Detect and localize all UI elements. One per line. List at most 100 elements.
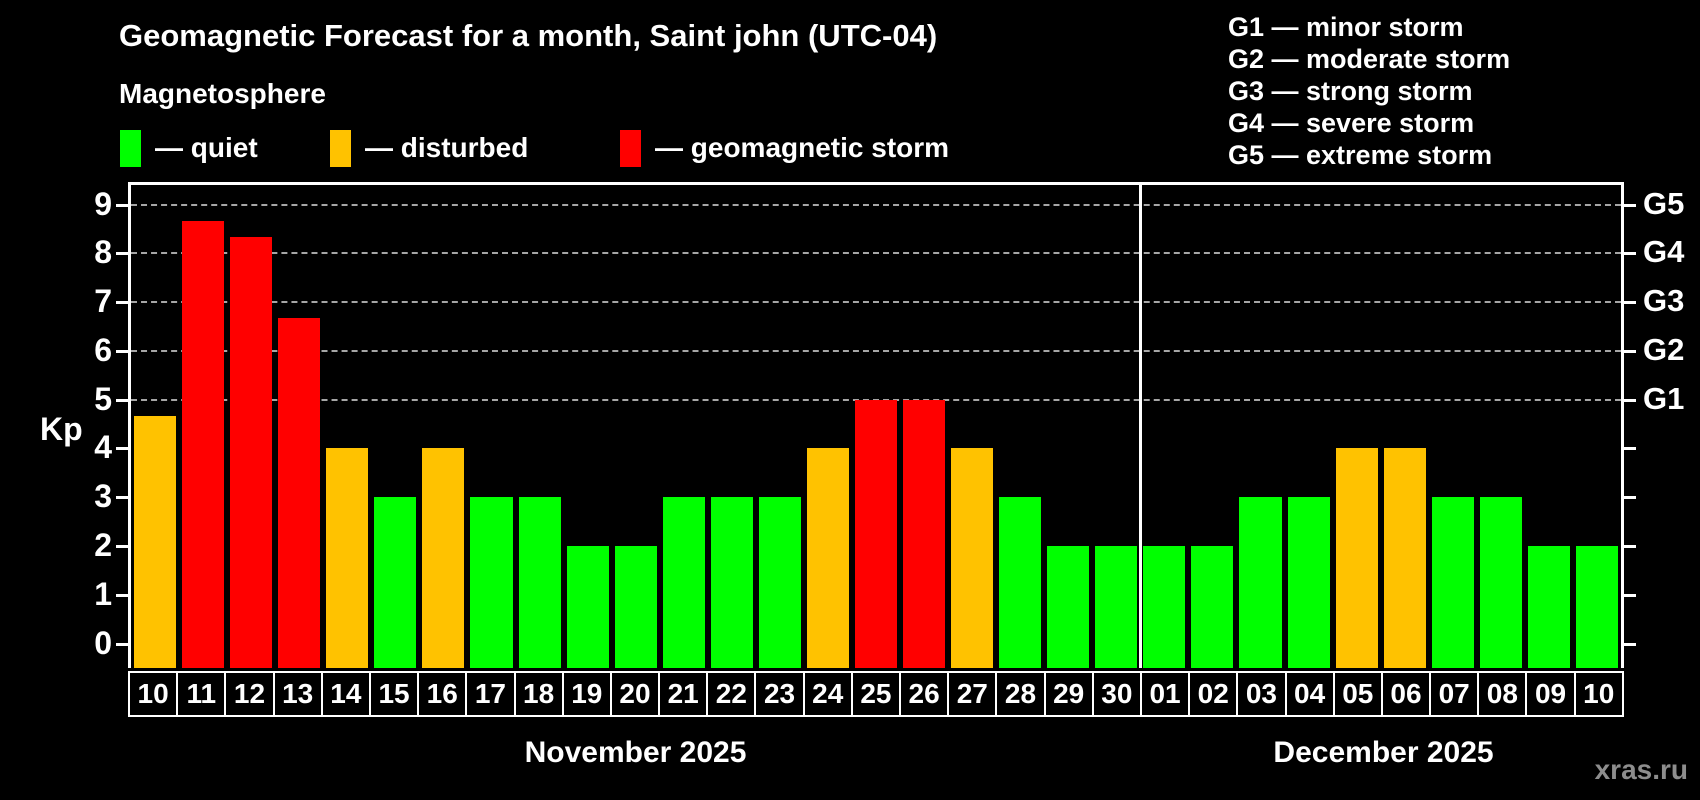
day-label-december-02: 02 bbox=[1190, 673, 1239, 715]
bar-december-08 bbox=[1479, 497, 1522, 668]
bar-november-17 bbox=[470, 497, 513, 668]
day-label-december-01: 01 bbox=[1142, 673, 1191, 715]
y-tick-left-1 bbox=[116, 593, 128, 597]
y-tick-right-1 bbox=[1624, 593, 1636, 597]
day-label-december-09: 09 bbox=[1527, 673, 1576, 715]
y-tick-left-8 bbox=[116, 252, 128, 256]
day-label-december-04: 04 bbox=[1287, 673, 1335, 715]
bar-november-29 bbox=[1047, 546, 1090, 668]
bar-december-06 bbox=[1383, 448, 1426, 668]
g2-legend-line: G2 — moderate storm bbox=[1228, 44, 1511, 74]
bar-november-12 bbox=[230, 237, 273, 668]
day-label-november-22: 22 bbox=[708, 673, 757, 715]
y-tick-right-7 bbox=[1624, 301, 1636, 305]
y-tick-right-3 bbox=[1624, 496, 1636, 500]
chart-subtitle: Magnetosphere bbox=[119, 78, 326, 109]
g-scale-legend: G1 — minor storm G2 — moderate storm G3 … bbox=[1228, 11, 1510, 171]
day-label-november-30: 30 bbox=[1094, 673, 1142, 715]
bar-december-02 bbox=[1191, 546, 1234, 668]
g-scale-label-G5: G5 bbox=[1643, 185, 1685, 221]
day-label-november-17: 17 bbox=[467, 673, 516, 715]
bar-november-25 bbox=[854, 399, 898, 668]
plot-area bbox=[128, 182, 1624, 668]
y-tick-right-5 bbox=[1624, 398, 1636, 402]
bar-november-21 bbox=[662, 497, 705, 668]
y-tick-right-0 bbox=[1624, 642, 1636, 646]
day-label-november-23: 23 bbox=[756, 673, 805, 715]
g3-legend-line: G3 — strong storm bbox=[1228, 76, 1473, 106]
y-tick-label-0: 0 bbox=[94, 624, 112, 661]
y-tick-label-9: 9 bbox=[94, 185, 112, 222]
bar-november-13 bbox=[278, 318, 321, 668]
watermark: xras.ru bbox=[1594, 754, 1688, 785]
bar-december-04 bbox=[1287, 497, 1330, 668]
day-label-november-18: 18 bbox=[516, 673, 564, 715]
y-tick-left-2 bbox=[116, 545, 128, 549]
gridline-kp-9 bbox=[131, 203, 1621, 206]
gridline-kp-6 bbox=[131, 349, 1621, 352]
month-label-november: November 2025 bbox=[524, 736, 747, 769]
legend-item-storm: — geomagnetic storm bbox=[620, 129, 949, 167]
bar-november-10 bbox=[134, 415, 177, 668]
y-tick-left-4 bbox=[116, 447, 128, 451]
bar-december-03 bbox=[1239, 497, 1282, 668]
bar-november-18 bbox=[518, 497, 561, 668]
y-tick-left-0 bbox=[116, 642, 128, 646]
day-label-november-21: 21 bbox=[660, 673, 709, 715]
day-label-december-10: 10 bbox=[1583, 678, 1615, 709]
y-axis-title: Kp bbox=[40, 411, 83, 447]
day-label-november-14: 14 bbox=[323, 673, 371, 715]
bar-december-07 bbox=[1431, 497, 1474, 668]
day-label-december-06: 06 bbox=[1383, 673, 1432, 715]
day-label-november-10: 10 bbox=[130, 673, 179, 715]
quiet-legend-label: — quiet bbox=[155, 132, 258, 163]
x-axis-day-labels: 10 11 12 13 14 15 16 17 18 19 20 21 22 23 24 25 26 27 28 29… bbox=[128, 671, 1624, 717]
bar-december-10 bbox=[1575, 546, 1618, 668]
g-scale-label-G3: G3 bbox=[1643, 283, 1685, 319]
bar-november-19 bbox=[566, 546, 609, 668]
month-label-december: December 2025 bbox=[1273, 736, 1494, 769]
y-tick-left-3 bbox=[116, 496, 128, 500]
gridline-kp-8 bbox=[131, 252, 1621, 255]
day-label-november-15: 15 bbox=[371, 673, 420, 715]
y-tick-left-7 bbox=[116, 301, 128, 305]
storm-color-swatch bbox=[620, 129, 641, 167]
bar-november-16 bbox=[422, 448, 465, 668]
day-label-november-27: 27 bbox=[949, 673, 998, 715]
gridline-kp-5 bbox=[131, 398, 1621, 401]
day-label-november-25: 25 bbox=[853, 673, 901, 715]
y-tick-right-2 bbox=[1624, 545, 1636, 549]
bar-november-20 bbox=[614, 546, 657, 668]
bar-november-11 bbox=[182, 220, 225, 668]
day-label-december-03: 03 bbox=[1238, 673, 1287, 715]
bar-november-30 bbox=[1095, 546, 1138, 668]
day-label-november-28: 28 bbox=[997, 673, 1046, 715]
day-label-november-24: 24 bbox=[805, 673, 853, 715]
bar-november-15 bbox=[374, 497, 417, 668]
bar-december-01 bbox=[1143, 546, 1186, 668]
gridline-kp-7 bbox=[131, 301, 1621, 304]
bar-november-23 bbox=[758, 497, 801, 668]
y-tick-right-9 bbox=[1624, 203, 1636, 207]
g-scale-label-G2: G2 bbox=[1643, 331, 1685, 367]
g-scale-label-G1: G1 bbox=[1643, 380, 1685, 416]
day-label-november-20: 20 bbox=[612, 673, 661, 715]
day-label-november-11: 11 bbox=[178, 673, 227, 715]
chart-title: Geomagnetic Forecast for a month, Saint … bbox=[119, 18, 938, 53]
day-label-november-13: 13 bbox=[275, 673, 323, 715]
g1-legend-line: G1 — minor storm bbox=[1228, 12, 1464, 42]
disturbed-legend-label: — disturbed bbox=[365, 132, 529, 163]
y-tick-right-4 bbox=[1624, 447, 1636, 451]
quiet-color-swatch bbox=[120, 129, 141, 167]
y-tick-label-3: 3 bbox=[94, 478, 112, 515]
day-label-november-26: 26 bbox=[901, 673, 950, 715]
disturbed-color-swatch bbox=[330, 129, 351, 167]
day-label-november-16: 16 bbox=[419, 673, 468, 715]
bar-december-09 bbox=[1527, 546, 1570, 668]
y-tick-left-9 bbox=[116, 203, 128, 207]
y-tick-right-8 bbox=[1624, 252, 1636, 256]
y-tick-label-7: 7 bbox=[94, 283, 112, 320]
y-tick-left-6 bbox=[116, 349, 128, 353]
y-tick-label-6: 6 bbox=[94, 331, 112, 368]
